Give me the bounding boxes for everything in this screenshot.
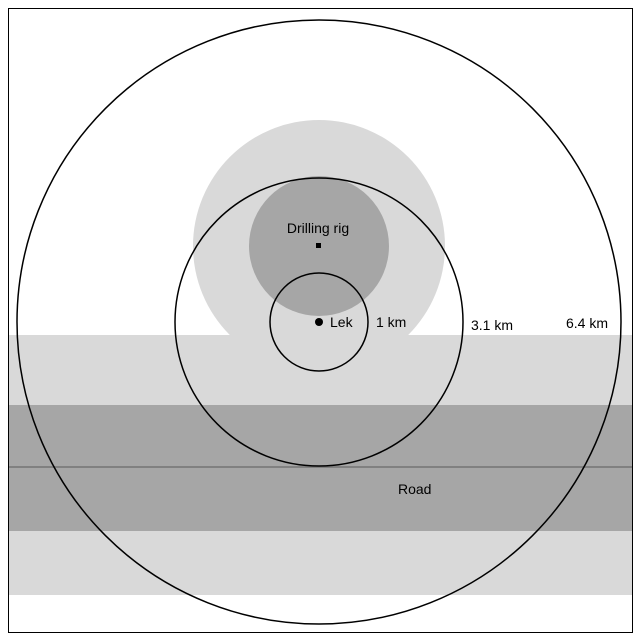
lek-label: Lek — [330, 314, 354, 330]
ring-1km-label: 1 km — [376, 314, 406, 330]
ring-3-1km-label: 3.1 km — [471, 317, 513, 333]
lek-ring-1km — [269, 272, 369, 372]
lek-ring-3-1km — [174, 177, 464, 467]
lek-marker — [315, 318, 323, 326]
road-label: Road — [398, 481, 431, 497]
drilling-rig-label: Drilling rig — [287, 220, 349, 236]
lek-ring-6-4km — [16, 19, 622, 625]
drilling-rig-marker — [316, 243, 321, 248]
ring-6-4km-label: 6.4 km — [566, 315, 608, 331]
